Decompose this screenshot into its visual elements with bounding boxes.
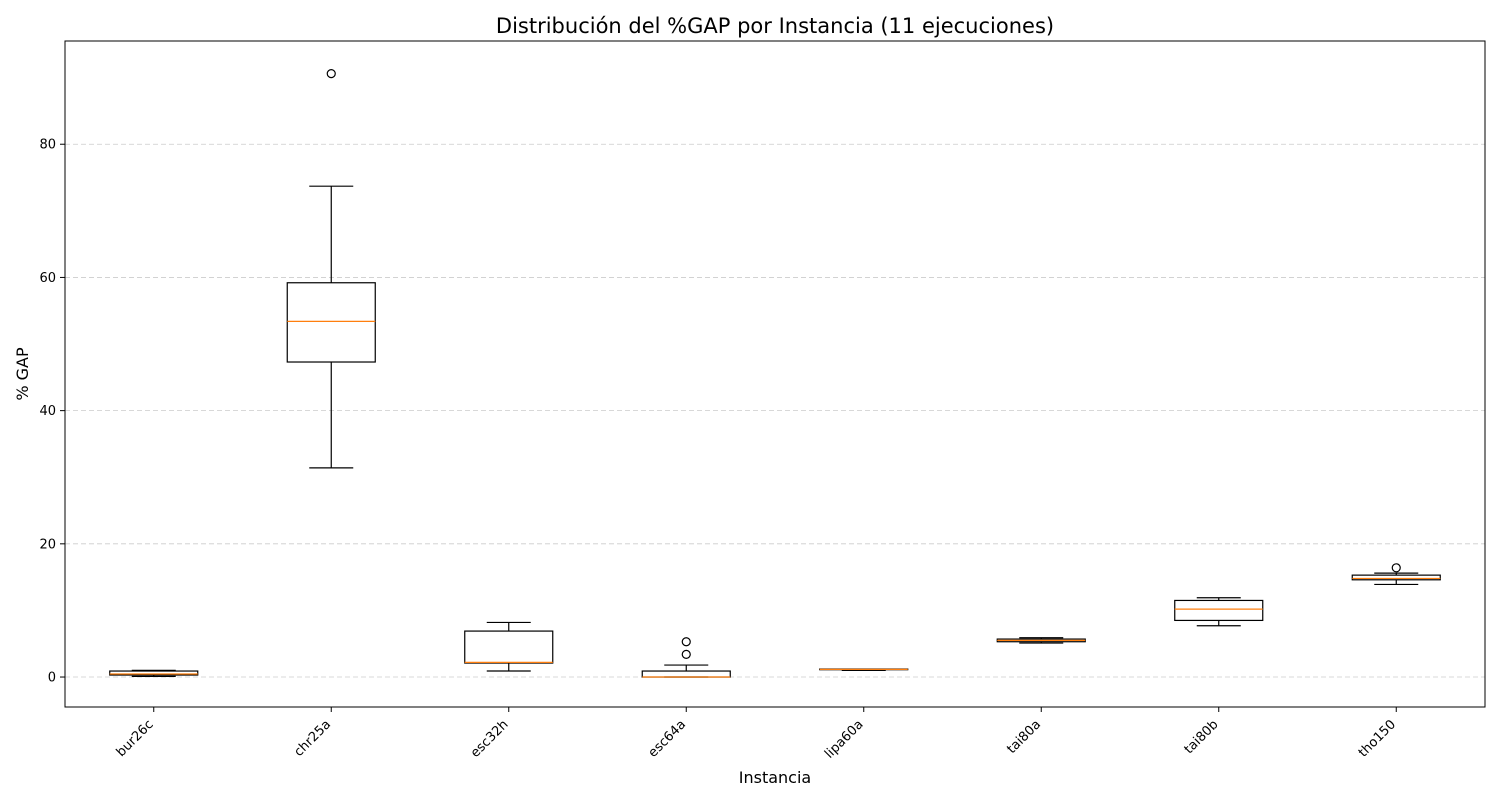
y-tick-label: 40 <box>39 404 56 419</box>
y-axis-label: % GAP <box>13 347 32 401</box>
y-tick-label: 0 <box>48 671 56 686</box>
x-tick-label: esc64a <box>646 717 689 760</box>
box-chr25a <box>286 69 376 469</box>
x-tick-label: tho150 <box>1356 717 1399 760</box>
iqr-box <box>464 630 554 664</box>
y-axis-ticks: 0 20 40 60 80 <box>39 138 65 686</box>
x-tick-label: lipa60a <box>822 717 867 762</box>
x-tick-label: chr25a <box>291 717 334 760</box>
outlier-point <box>326 69 336 79</box>
y-tick-label: 60 <box>39 271 56 286</box>
box-bur26c <box>109 669 199 677</box>
x-tick-label: bur26c <box>114 717 157 760</box>
box-lipa60a <box>819 668 909 671</box>
y-gridlines <box>65 143 1485 678</box>
iqr-box <box>286 282 376 363</box>
iqr-box <box>641 670 731 678</box>
iqr-box <box>1174 599 1264 622</box>
outlier-point <box>681 637 691 647</box>
x-tick-label: esc32h <box>468 717 512 761</box>
x-axis-ticks: bur26c chr25a esc32h esc64a lipa60a tai80a tai… <box>114 707 1399 762</box>
x-tick-label: tai80a <box>1004 717 1044 757</box>
y-tick-label: 20 <box>39 537 56 552</box>
plot-area-frame <box>64 40 1486 708</box>
x-axis-label: Instancia <box>739 768 811 787</box>
x-tick-label: tai80b <box>1182 717 1222 757</box>
outlier-point <box>681 649 691 659</box>
outlier-point <box>1391 563 1401 573</box>
y-tick-label: 80 <box>39 138 56 153</box>
box-tai80a <box>996 637 1086 644</box>
chart-title: Distribución del %GAP por Instancia (11 … <box>496 14 1054 38</box>
box-series <box>109 69 1441 678</box>
box-tho150 <box>1351 563 1441 586</box>
box-tai80b <box>1174 597 1264 627</box>
iqr-box <box>1351 574 1441 581</box>
iqr-box <box>109 670 199 676</box>
box-esc64a <box>641 637 731 678</box>
box-esc32h <box>464 621 554 672</box>
